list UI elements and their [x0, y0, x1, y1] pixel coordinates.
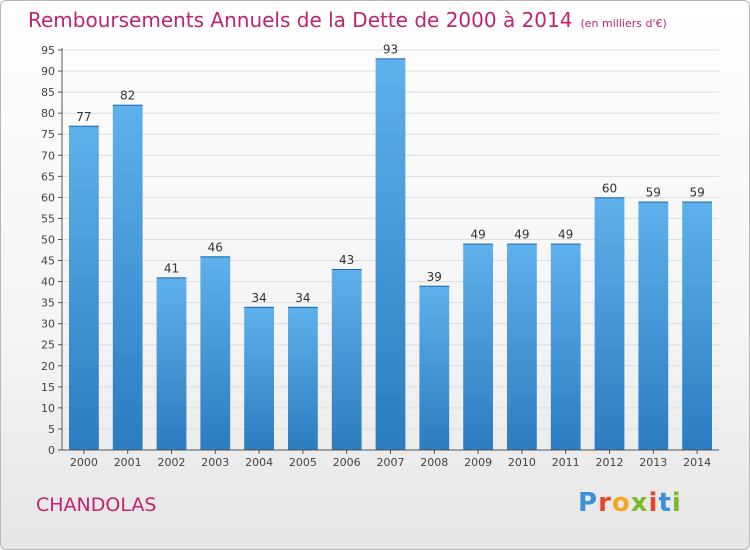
bar — [550, 243, 581, 450]
value-label: 49 — [514, 228, 529, 242]
bar — [112, 104, 143, 450]
y-tick-label: 85 — [41, 86, 55, 99]
value-label: 46 — [208, 240, 223, 254]
y-tick-label: 70 — [41, 149, 55, 162]
logo-letter: r — [598, 488, 612, 518]
x-tick-label: 2013 — [639, 456, 667, 469]
x-tick-label: 2003 — [201, 456, 229, 469]
logo-letter: P — [578, 488, 599, 518]
value-label: 41 — [164, 261, 179, 275]
x-tick-label: 2009 — [464, 456, 492, 469]
x-tick-label: 2002 — [158, 456, 186, 469]
bar — [288, 306, 318, 450]
x-tick-label: 2012 — [596, 456, 624, 469]
y-tick-label: 80 — [41, 107, 55, 120]
proxiti-logo: Proxiti — [578, 488, 682, 518]
value-label: 39 — [427, 270, 442, 284]
logo-letter: x — [630, 488, 649, 518]
value-label: 43 — [339, 253, 354, 267]
value-label: 49 — [558, 228, 573, 242]
bar — [594, 197, 625, 450]
x-tick-label: 2014 — [683, 456, 711, 469]
x-axis-ticks: 2000 2001 2002 2003 2004 2005 2006 2007 2008 2009… — [70, 450, 711, 469]
bar — [156, 277, 187, 450]
logo-letter: o — [611, 488, 631, 518]
axes — [61, 48, 719, 451]
x-tick-label: 2006 — [333, 456, 361, 469]
y-tick-label: 95 — [41, 44, 55, 57]
chart-title: Remboursements Annuels de la Dette de 20… — [28, 8, 667, 32]
x-tick-label: 2005 — [289, 456, 317, 469]
bar — [682, 201, 712, 450]
bar — [375, 58, 406, 450]
value-label: 59 — [646, 186, 661, 200]
y-tick-label: 20 — [41, 360, 55, 373]
y-tick-label: 45 — [41, 255, 55, 268]
y-tick-label: 25 — [41, 339, 55, 352]
bar — [463, 243, 493, 450]
y-tick-label: 55 — [41, 212, 55, 225]
bars — [69, 58, 712, 450]
value-label: 60 — [602, 181, 617, 195]
y-tick-label: 0 — [48, 444, 55, 457]
y-tick-label: 35 — [41, 297, 55, 310]
bar — [244, 306, 274, 450]
y-tick-label: 60 — [41, 191, 55, 204]
logo-letter: t — [658, 488, 672, 518]
y-axis-ticks: 0 5 10 15 20 25 30 35 40 45 50 55 60 65 70 75 80 85 90 95 — [41, 44, 62, 457]
commune-name: CHANDOLAS — [36, 494, 157, 516]
x-tick-label: 2011 — [552, 456, 580, 469]
y-tick-label: 75 — [41, 128, 55, 141]
bar — [331, 268, 362, 450]
x-tick-label: 2004 — [245, 456, 273, 469]
x-tick-label: 2000 — [70, 456, 98, 469]
value-label: 34 — [251, 291, 266, 305]
y-tick-label: 65 — [41, 170, 55, 183]
x-tick-label: 2010 — [508, 456, 536, 469]
x-tick-label: 2008 — [420, 456, 448, 469]
logo-letter: i — [648, 488, 659, 518]
y-tick-label: 50 — [41, 233, 55, 246]
value-label: 93 — [383, 42, 398, 56]
y-tick-label: 30 — [41, 318, 55, 331]
value-label: 59 — [689, 186, 704, 200]
x-tick-label: 2007 — [377, 456, 405, 469]
value-label: 82 — [120, 89, 135, 103]
bar — [507, 243, 537, 450]
bar — [638, 201, 669, 450]
value-label: 49 — [470, 228, 485, 242]
y-tick-label: 5 — [48, 423, 55, 436]
logo-letter: i — [671, 488, 682, 518]
title-text: Remboursements Annuels de la Dette de 20… — [28, 8, 573, 32]
y-tick-label: 40 — [41, 276, 55, 289]
y-tick-label: 15 — [41, 381, 55, 394]
bar — [200, 256, 231, 450]
value-labels: 77 82 41 46 34 34 43 93 39 49 49 49 60 59 59 — [76, 42, 704, 304]
value-label: 34 — [295, 291, 310, 305]
y-tick-label: 90 — [41, 65, 55, 78]
unit-label: (en milliers d'€) — [580, 17, 667, 30]
bar — [69, 125, 99, 450]
bar — [419, 285, 450, 450]
x-tick-label: 2001 — [114, 456, 142, 469]
y-tick-label: 10 — [41, 402, 55, 415]
value-label: 77 — [76, 110, 91, 124]
